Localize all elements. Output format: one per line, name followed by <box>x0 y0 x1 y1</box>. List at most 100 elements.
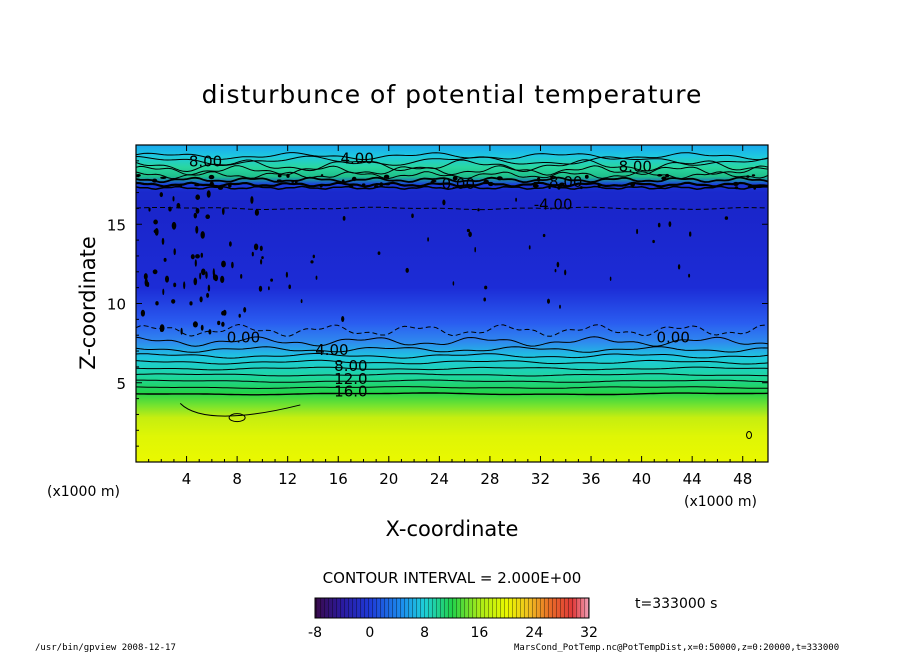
contour-blob <box>310 260 314 264</box>
contour-blob <box>732 181 739 186</box>
contour-blob <box>542 233 546 238</box>
contour-line <box>136 359 768 365</box>
contour-blob <box>165 275 169 283</box>
contour-blob <box>162 288 165 295</box>
x-unit-left: (x1000 m) <box>47 484 120 500</box>
contour-blob <box>554 268 557 273</box>
contour-line <box>136 165 768 176</box>
contour-line <box>136 185 768 190</box>
contour-blob <box>550 175 554 178</box>
contour-label: 4.00 <box>340 149 373 167</box>
contour-blob <box>179 183 183 188</box>
contour-blob <box>689 231 692 237</box>
contour-blob <box>260 259 263 265</box>
contour-blob <box>254 209 259 216</box>
heatmap-field <box>136 145 768 462</box>
contour-blob <box>193 212 197 219</box>
contour-blob <box>528 245 531 250</box>
contour-blob <box>677 264 681 270</box>
contour-blob <box>163 257 167 262</box>
x-tick-label: 24 <box>430 470 449 488</box>
contour-blob <box>221 310 226 316</box>
contour-blob <box>285 271 288 278</box>
contour-line <box>136 171 768 180</box>
contour-blob <box>383 174 390 179</box>
contour-line <box>136 392 768 396</box>
contour-blob <box>183 281 186 290</box>
contour-blob <box>194 259 197 267</box>
contour-label: 0.00 <box>442 175 475 193</box>
contour-blob <box>405 267 409 273</box>
contour-line <box>136 352 768 359</box>
contour-blob <box>201 268 206 276</box>
contour-label: 12.0 <box>334 370 367 388</box>
contour-blob <box>377 251 381 255</box>
contour-blob <box>286 173 290 178</box>
contour-blob <box>533 181 540 184</box>
contour-blob <box>217 320 221 326</box>
contour-blob <box>207 284 211 292</box>
contour-blob <box>385 183 390 186</box>
contour-blob <box>176 202 181 209</box>
contour-blob <box>276 179 282 182</box>
contour-blob <box>173 282 177 288</box>
x-tick-label: 48 <box>733 470 752 488</box>
contour-blob <box>194 183 200 187</box>
contour-blob <box>143 273 148 280</box>
contour-blob <box>468 231 472 238</box>
contour-blob <box>724 216 729 220</box>
contour-blob <box>173 248 176 256</box>
contour-blob <box>251 251 254 257</box>
contour-label: 4.00 <box>315 341 348 359</box>
contour-labels: 8.00 4.00 8.000.00 8.00-4.000.00 0.004.008.0… <box>189 149 690 400</box>
contour-blob <box>342 216 346 221</box>
contour-blob <box>240 274 243 279</box>
contour-blob <box>206 190 211 198</box>
contour-blob <box>312 254 315 259</box>
contour-blob <box>243 307 247 313</box>
contour-blob <box>483 179 489 183</box>
contour-line <box>136 159 768 173</box>
contour-blob <box>222 207 225 215</box>
contour-blob <box>171 221 177 230</box>
contour-line <box>136 181 768 188</box>
contour-blob <box>636 228 639 235</box>
x-tick-label: 20 <box>379 470 398 488</box>
x-axis: 4 8 12 16 20 24 28 32 36 40 44 48 <box>148 145 756 488</box>
contour-blob <box>140 309 145 317</box>
contour-blob <box>751 174 756 177</box>
contour-blob <box>159 192 163 198</box>
contour-blob <box>374 185 379 189</box>
time-label: t=333000 s <box>635 596 717 612</box>
contour-blob <box>200 252 203 258</box>
contour-blob <box>341 316 345 322</box>
contour-blob <box>199 296 203 303</box>
contour-label: 0.00 <box>227 329 260 347</box>
contour-blob <box>136 174 141 177</box>
contour-blob <box>192 321 198 328</box>
x-tick-label: 28 <box>480 470 499 488</box>
contour-line <box>136 155 768 167</box>
contour-blob <box>496 176 503 181</box>
contour-blob <box>362 183 366 186</box>
contour-blob <box>657 174 663 177</box>
contour-blob <box>195 194 200 200</box>
contour-blob <box>270 278 273 282</box>
contour-blob <box>411 213 414 219</box>
contour-blob <box>466 228 470 233</box>
contour-blob <box>661 176 667 181</box>
x-axis-label: X-coordinate <box>386 517 519 541</box>
contour-blob <box>431 179 437 183</box>
contour-blob <box>379 182 384 188</box>
colorbar-tick-label: 24 <box>525 625 543 641</box>
contour-blob <box>556 261 560 268</box>
colorbar-tick-label: 0 <box>365 625 374 641</box>
contour-blob <box>148 207 151 212</box>
contour-blob <box>208 329 212 335</box>
contour-blob <box>229 241 232 247</box>
contour-blob <box>277 174 282 178</box>
contour-blob <box>547 298 550 304</box>
contour-blob <box>160 176 167 179</box>
contour-line <box>746 431 753 440</box>
chart-title: disturbunce of potential temperature <box>202 80 703 109</box>
